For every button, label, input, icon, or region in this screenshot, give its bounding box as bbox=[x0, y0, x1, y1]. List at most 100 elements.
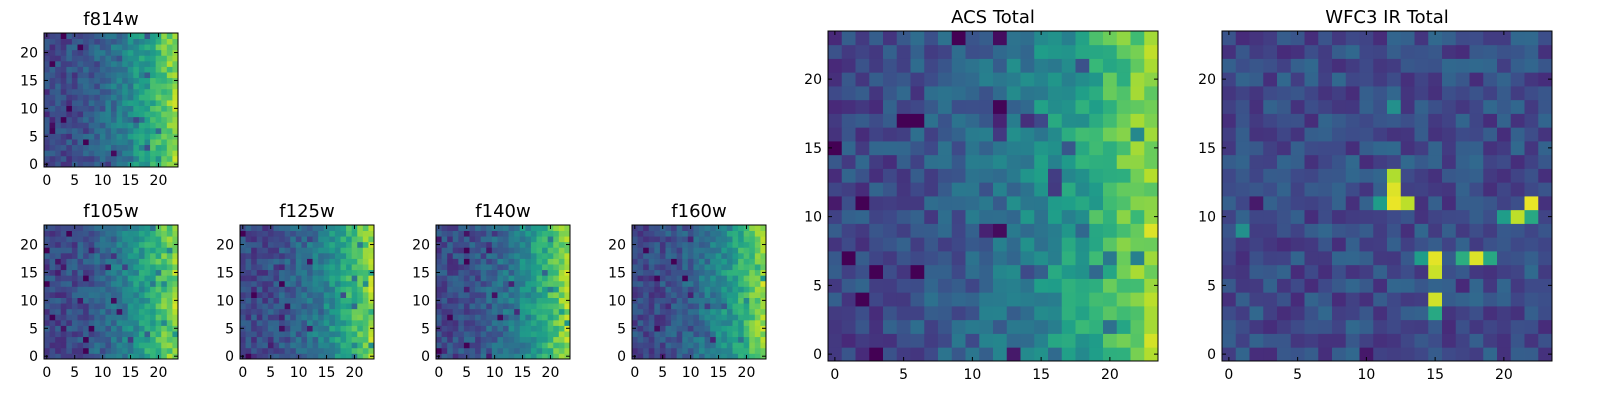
heatmap-cell bbox=[469, 236, 476, 243]
heatmap-cell bbox=[1006, 347, 1021, 362]
heatmap-cell bbox=[105, 33, 112, 39]
heatmap-cell bbox=[138, 275, 145, 282]
x-tick-label: 5 bbox=[70, 173, 79, 189]
heatmap-cell bbox=[116, 66, 123, 73]
heatmap-cell bbox=[127, 286, 134, 293]
heatmap-cell bbox=[172, 83, 179, 90]
heatmap-cell bbox=[144, 150, 151, 157]
heatmap-cell bbox=[251, 319, 258, 326]
heatmap-cell bbox=[66, 303, 73, 310]
heatmap-cell bbox=[1455, 154, 1470, 169]
heatmap-cell bbox=[88, 264, 95, 271]
heatmap-cell bbox=[1048, 292, 1063, 307]
heatmap-cell bbox=[279, 319, 286, 326]
heatmap-cell bbox=[693, 308, 700, 315]
heatmap-cell bbox=[1469, 31, 1484, 46]
heatmap-cell bbox=[738, 336, 745, 343]
heatmap-cell bbox=[1318, 278, 1333, 293]
heatmap-cell bbox=[1538, 333, 1553, 348]
heatmap-cell bbox=[1006, 168, 1021, 183]
heatmap-cell bbox=[368, 280, 375, 287]
heatmap-cell bbox=[1414, 44, 1429, 59]
heatmap-cell bbox=[1469, 127, 1484, 142]
heatmap-cell bbox=[133, 77, 140, 84]
heatmap-cell bbox=[116, 111, 123, 118]
heatmap-cell bbox=[55, 105, 62, 112]
heatmap-cell bbox=[262, 292, 269, 298]
heatmap-cell bbox=[116, 230, 123, 237]
heatmap-cell bbox=[155, 230, 162, 237]
heatmap-cell bbox=[1428, 72, 1443, 87]
heatmap-cell bbox=[340, 314, 347, 321]
heatmap-cell bbox=[869, 251, 884, 266]
heatmap-cell bbox=[312, 280, 319, 287]
heatmap-cell bbox=[66, 280, 73, 287]
x-tick-label: 5 bbox=[266, 365, 275, 381]
heatmap-cell bbox=[732, 230, 739, 237]
heatmap-cell bbox=[1116, 44, 1131, 59]
heatmap-cell bbox=[503, 292, 509, 298]
heatmap-cell bbox=[55, 247, 62, 254]
heatmap-cell bbox=[94, 230, 101, 237]
heatmap-cell bbox=[558, 264, 565, 271]
heatmap-cell bbox=[116, 100, 123, 106]
heatmap-cell bbox=[754, 342, 761, 349]
heatmap-cell bbox=[1483, 99, 1498, 114]
heatmap-cell bbox=[1130, 347, 1145, 362]
heatmap-cell bbox=[760, 225, 767, 231]
heatmap-cell bbox=[447, 308, 454, 315]
heatmap-cell bbox=[155, 144, 162, 151]
heatmap-cell bbox=[66, 33, 73, 39]
heatmap-cell bbox=[251, 286, 258, 293]
heatmap-cell bbox=[1510, 196, 1525, 211]
heatmap-cell bbox=[1103, 347, 1118, 362]
heatmap-cell bbox=[144, 297, 151, 304]
heatmap-cell bbox=[1428, 306, 1443, 321]
heatmap-cell bbox=[1318, 31, 1333, 46]
heatmap-cell bbox=[637, 236, 644, 243]
heatmap-cell bbox=[558, 280, 565, 287]
heatmap-cell bbox=[60, 139, 67, 146]
heatmap-cell bbox=[855, 333, 870, 348]
heatmap-cell bbox=[643, 325, 650, 332]
heatmap-cell bbox=[301, 280, 308, 287]
heatmap-cell bbox=[245, 308, 252, 315]
heatmap-cell bbox=[883, 264, 898, 279]
heatmap-cell bbox=[357, 258, 364, 265]
heatmap-cell bbox=[127, 44, 134, 51]
heatmap-cell bbox=[1034, 347, 1049, 362]
heatmap-cell bbox=[553, 241, 560, 248]
heatmap-cell bbox=[245, 252, 252, 259]
heatmap-cell bbox=[55, 264, 62, 271]
heatmap-cell bbox=[99, 331, 106, 338]
heatmap-cell bbox=[1497, 72, 1512, 87]
heatmap-cell bbox=[721, 258, 728, 265]
heatmap-cell bbox=[66, 60, 73, 67]
heatmap-cell bbox=[273, 258, 280, 265]
heatmap-cell bbox=[273, 252, 280, 259]
heatmap-cell bbox=[436, 331, 442, 338]
heatmap-cell bbox=[469, 314, 476, 321]
heatmap-cell bbox=[1130, 209, 1145, 224]
heatmap-cell bbox=[127, 49, 134, 56]
heatmap-cell bbox=[687, 230, 694, 237]
heatmap-cell bbox=[1345, 251, 1360, 266]
heatmap-cell bbox=[447, 252, 454, 259]
heatmap-cell bbox=[127, 116, 134, 123]
heatmap-cell bbox=[469, 336, 476, 343]
heatmap-cell bbox=[351, 275, 358, 282]
heatmap-cell bbox=[508, 303, 515, 310]
heatmap-cell bbox=[77, 105, 84, 112]
heatmap-cell bbox=[536, 258, 543, 265]
heatmap-cell bbox=[66, 94, 73, 101]
heatmap-cell bbox=[144, 247, 151, 254]
heatmap-cell bbox=[340, 269, 347, 276]
heatmap-cell bbox=[44, 150, 50, 157]
heatmap-cell bbox=[155, 66, 162, 73]
heatmap-cell bbox=[273, 319, 280, 326]
heatmap-cell bbox=[77, 303, 84, 310]
heatmap-cell bbox=[497, 336, 504, 343]
heatmap-cell bbox=[49, 55, 56, 62]
heatmap-cell bbox=[924, 196, 939, 211]
heatmap-cell bbox=[323, 319, 330, 326]
